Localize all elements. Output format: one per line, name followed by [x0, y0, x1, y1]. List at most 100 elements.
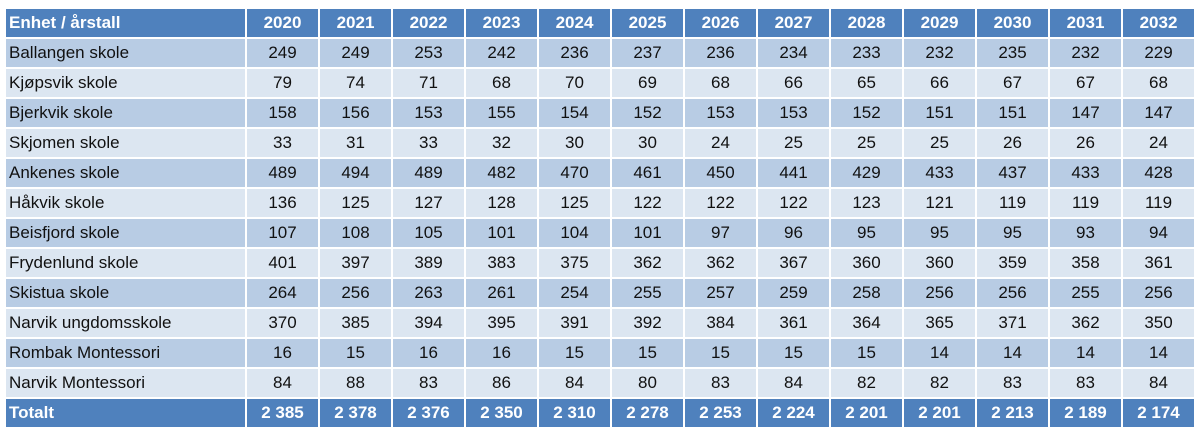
cell: 74 [318, 67, 393, 99]
row-label: Bjerkvik skole [4, 97, 247, 129]
cell: 259 [756, 277, 831, 309]
cell: 101 [610, 217, 685, 249]
cell: 68 [1121, 67, 1196, 99]
cell: 65 [829, 67, 904, 99]
cell: 2 224 [756, 397, 831, 429]
cell: 253 [391, 37, 466, 69]
cell: 83 [391, 367, 466, 399]
cell: 249 [318, 37, 393, 69]
cell: 361 [756, 307, 831, 339]
row-label: Rombak Montessori [4, 337, 247, 369]
cell: 84 [756, 367, 831, 399]
cell: 128 [464, 187, 539, 219]
cell: 32 [464, 127, 539, 159]
cell: 66 [902, 67, 977, 99]
cell: 385 [318, 307, 393, 339]
cell: 66 [756, 67, 831, 99]
cell: 360 [902, 247, 977, 279]
cell: 156 [318, 97, 393, 129]
cell: 470 [537, 157, 612, 189]
cell: 437 [975, 157, 1050, 189]
cell: 367 [756, 247, 831, 279]
cell: 2 174 [1121, 397, 1196, 429]
cell: 26 [1048, 127, 1123, 159]
cell: 2 201 [902, 397, 977, 429]
cell: 256 [902, 277, 977, 309]
cell: 104 [537, 217, 612, 249]
cell: 428 [1121, 157, 1196, 189]
cell: 82 [902, 367, 977, 399]
cell: 95 [902, 217, 977, 249]
cell: 364 [829, 307, 904, 339]
cell: 125 [537, 187, 612, 219]
cell: 362 [610, 247, 685, 279]
cell: 263 [391, 277, 466, 309]
cell: 86 [464, 367, 539, 399]
cell: 14 [902, 337, 977, 369]
table-row: Beisfjord skole 107 108 105 101 104 101 97 96 95 9… [4, 217, 1196, 249]
cell: 15 [756, 337, 831, 369]
table-row: Skistua skole 264 256 263 261 254 255 257 259 258… [4, 277, 1196, 309]
cell: 153 [683, 97, 758, 129]
cell: 256 [975, 277, 1050, 309]
cell: 394 [391, 307, 466, 339]
cell: 2024 [537, 7, 612, 39]
cell: 235 [975, 37, 1050, 69]
cell: 79 [245, 67, 320, 99]
cell: 69 [610, 67, 685, 99]
cell: 375 [537, 247, 612, 279]
cell: 232 [902, 37, 977, 69]
cell: 2 213 [975, 397, 1050, 429]
cell: 151 [975, 97, 1050, 129]
cell: 370 [245, 307, 320, 339]
cell: 350 [1121, 307, 1196, 339]
cell: 30 [610, 127, 685, 159]
cell: 84 [537, 367, 612, 399]
cell: 84 [1121, 367, 1196, 399]
row-label: Frydenlund skole [4, 247, 247, 279]
table-row: Narvik ungdomsskole 370 385 394 395 391 392 384… [4, 307, 1196, 339]
cell: 362 [683, 247, 758, 279]
cell: 127 [391, 187, 466, 219]
table-row: Kjøpsvik skole 79 74 71 68 70 69 68 66 65 66 67 67 68 [4, 67, 1196, 99]
cell: 2023 [464, 7, 539, 39]
cell: 365 [902, 307, 977, 339]
table-row: Håkvik skole 136 125 127 128 125 122 122 122 123 1… [4, 187, 1196, 219]
cell: 450 [683, 157, 758, 189]
cell: 237 [610, 37, 685, 69]
cell: 2 189 [1048, 397, 1123, 429]
cell: 360 [829, 247, 904, 279]
cell: 2 350 [464, 397, 539, 429]
cell: 371 [975, 307, 1050, 339]
cell: 71 [391, 67, 466, 99]
row-label: Ballangen skole [4, 37, 247, 69]
cell: 397 [318, 247, 393, 279]
cell: 433 [902, 157, 977, 189]
cell: 119 [1121, 187, 1196, 219]
cell: 68 [683, 67, 758, 99]
cell: 2028 [829, 7, 904, 39]
cell: 2026 [683, 7, 758, 39]
cell: 249 [245, 37, 320, 69]
cell: 2 385 [245, 397, 320, 429]
table-row: Narvik Montessori 84 88 83 86 84 80 83 84 82 82 83 8… [4, 367, 1196, 399]
cell: 152 [610, 97, 685, 129]
cell: 154 [537, 97, 612, 129]
cell: 229 [1121, 37, 1196, 69]
cell: 125 [318, 187, 393, 219]
cell: 108 [318, 217, 393, 249]
cell: 2 278 [610, 397, 685, 429]
cell: 359 [975, 247, 1050, 279]
cell: 67 [975, 67, 1050, 99]
cell: 33 [245, 127, 320, 159]
cell: 15 [537, 337, 612, 369]
cell: 14 [975, 337, 1050, 369]
cell: 256 [318, 277, 393, 309]
cell: 461 [610, 157, 685, 189]
table-row: Skjomen skole 33 31 33 32 30 30 24 25 25 25 26 26 24 [4, 127, 1196, 159]
cell: 107 [245, 217, 320, 249]
cell: 358 [1048, 247, 1123, 279]
cell: 83 [975, 367, 1050, 399]
cell: 489 [245, 157, 320, 189]
